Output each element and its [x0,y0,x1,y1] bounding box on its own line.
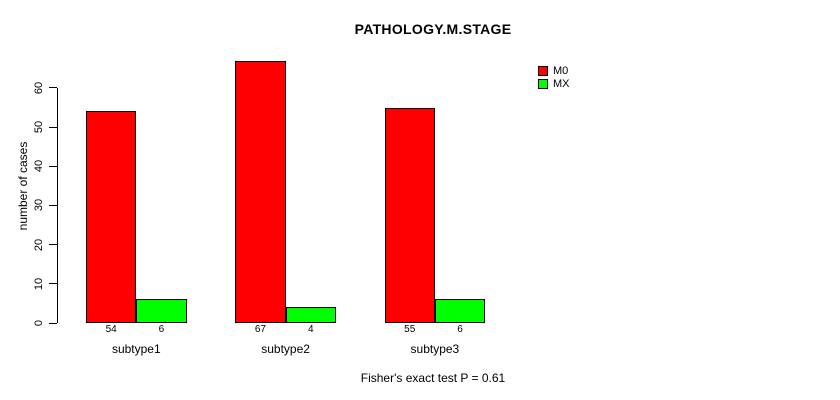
bar-m0-subtype3 [384,107,435,323]
bar-value-label: 6 [457,324,463,335]
category-label-subtype2: subtype2 [261,342,310,356]
bar-m0-subtype2 [235,60,286,323]
bar-m0-subtype1 [86,111,137,323]
y-tick [49,165,57,167]
y-tick-label: 40 [33,160,45,173]
y-axis-line [57,87,58,323]
chart-title: PATHOLOGY.M.STAGE [354,21,512,37]
category-label-subtype3: subtype3 [410,342,460,356]
bar-mx-subtype1 [136,299,187,323]
legend-item-mx: MX [538,78,618,90]
y-tick-label: 20 [33,238,45,251]
bar-value-label: 54 [105,324,117,335]
bar-mx-subtype3 [434,299,486,323]
legend-label: M0 [553,65,569,77]
bar-value-label: 6 [158,324,165,335]
y-tick [49,126,57,128]
legend-item-m0: M0 [538,65,618,77]
y-tick-label: 60 [33,81,45,95]
legend-swatch-m0 [538,66,548,76]
legend-swatch-mx [538,79,548,89]
category-label-subtype1: subtype1 [111,342,161,356]
y-tick [49,283,57,285]
y-tick-label: 30 [33,199,45,212]
y-tick [49,244,57,246]
statistical-test-note: Fisher's exact test P = 0.61 [360,371,506,385]
y-tick-label: 0 [33,319,45,327]
y-tick [49,87,57,89]
bar-value-label: 55 [404,324,416,335]
y-tick-label: 50 [33,121,45,134]
y-tick [49,322,57,324]
bar-mx-subtype2 [285,307,336,323]
legend-label: MX [553,78,570,90]
bar-value-label: 67 [254,324,266,335]
y-tick-label: 10 [33,277,45,290]
bar-value-label: 4 [307,324,314,335]
y-tick [49,204,57,206]
